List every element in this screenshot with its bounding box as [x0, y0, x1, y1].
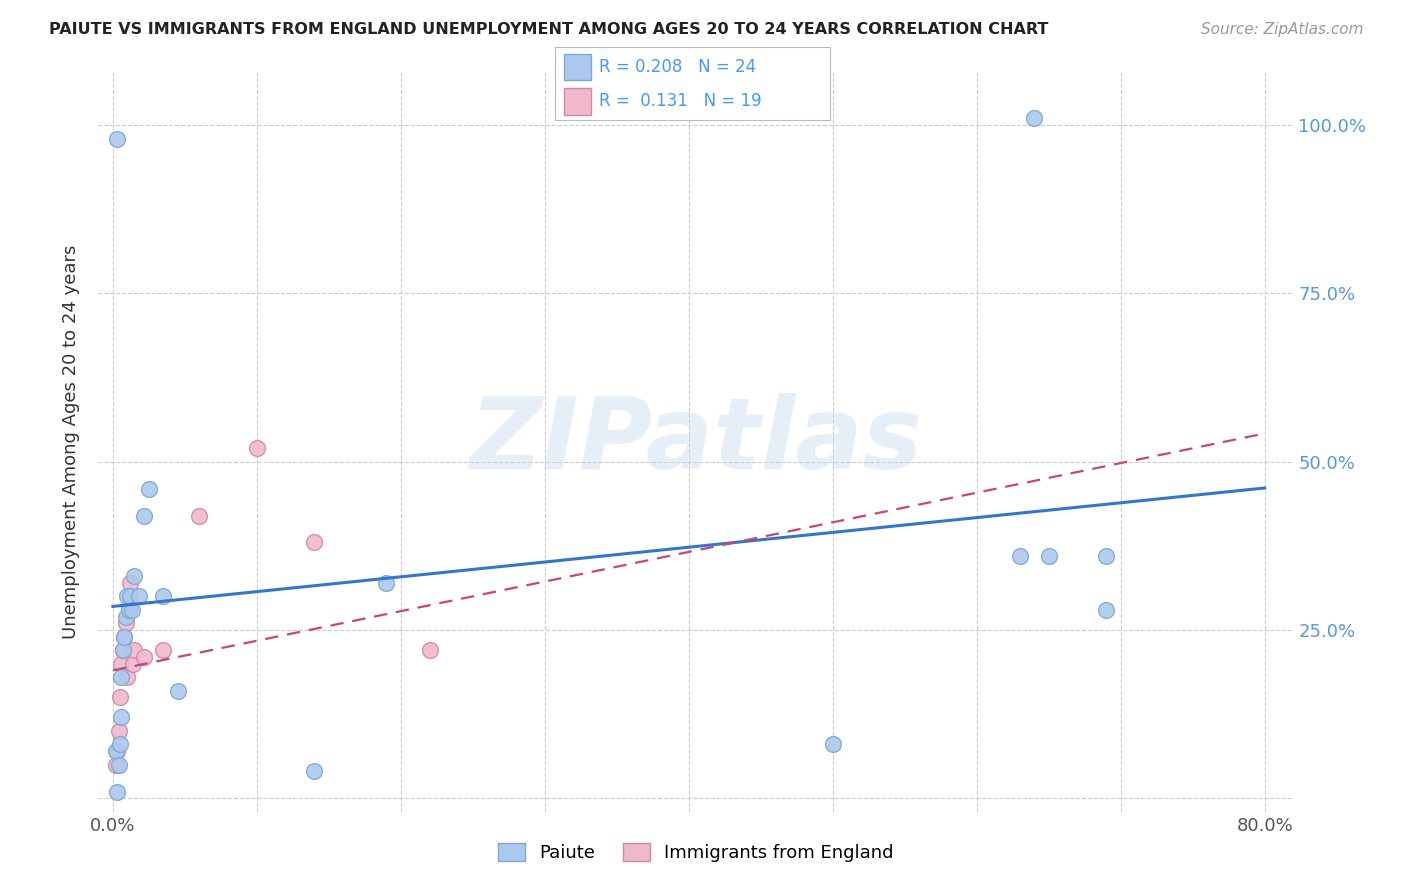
Point	[121, 603, 143, 617]
Point	[108, 690, 131, 705]
Point	[107, 723, 129, 738]
Point	[114, 609, 136, 624]
Point	[1095, 549, 1118, 563]
Point	[115, 590, 138, 604]
Point	[1095, 603, 1118, 617]
Point	[110, 657, 132, 671]
Bar	[564, 88, 591, 114]
Point	[124, 569, 146, 583]
Point	[166, 683, 188, 698]
Point	[122, 657, 145, 671]
Point	[105, 784, 128, 798]
Point	[115, 670, 138, 684]
Point	[138, 482, 160, 496]
Point	[112, 630, 135, 644]
Point	[111, 643, 134, 657]
Point	[1038, 549, 1060, 563]
Bar	[564, 54, 591, 80]
Point	[112, 630, 135, 644]
Point	[105, 744, 128, 758]
Text: PAIUTE VS IMMIGRANTS FROM ENGLAND UNEMPLOYMENT AMONG AGES 20 TO 24 YEARS CORRELA: PAIUTE VS IMMIGRANTS FROM ENGLAND UNEMPL…	[49, 22, 1049, 37]
Point	[134, 508, 156, 523]
Y-axis label: Unemployment Among Ages 20 to 24 years: Unemployment Among Ages 20 to 24 years	[62, 244, 80, 639]
Point	[304, 764, 326, 779]
Point	[152, 590, 174, 604]
Text: Source: ZipAtlas.com: Source: ZipAtlas.com	[1201, 22, 1364, 37]
Point	[375, 575, 398, 590]
Point	[120, 575, 142, 590]
Point	[419, 643, 441, 657]
Point	[111, 643, 134, 657]
Point	[114, 616, 136, 631]
Point	[118, 603, 141, 617]
Legend: Paiute, Immigrants from England: Paiute, Immigrants from England	[491, 836, 901, 870]
Point	[304, 535, 326, 549]
Point	[105, 131, 128, 145]
Point	[124, 643, 146, 657]
Point	[118, 603, 141, 617]
Point	[104, 757, 127, 772]
Point	[821, 738, 844, 752]
Text: ZIPatlas: ZIPatlas	[470, 393, 922, 490]
Point	[107, 757, 129, 772]
Text: R = 0.208   N = 24: R = 0.208 N = 24	[599, 58, 756, 76]
Point	[110, 710, 132, 724]
Point	[120, 590, 142, 604]
Point	[246, 442, 269, 456]
Point	[1024, 112, 1046, 126]
Point	[128, 590, 150, 604]
Point	[134, 649, 156, 664]
Text: R =  0.131   N = 19: R = 0.131 N = 19	[599, 93, 762, 111]
Point	[188, 508, 211, 523]
Point	[104, 744, 127, 758]
Point	[108, 738, 131, 752]
Point	[1008, 549, 1031, 563]
Point	[110, 670, 132, 684]
Point	[152, 643, 174, 657]
